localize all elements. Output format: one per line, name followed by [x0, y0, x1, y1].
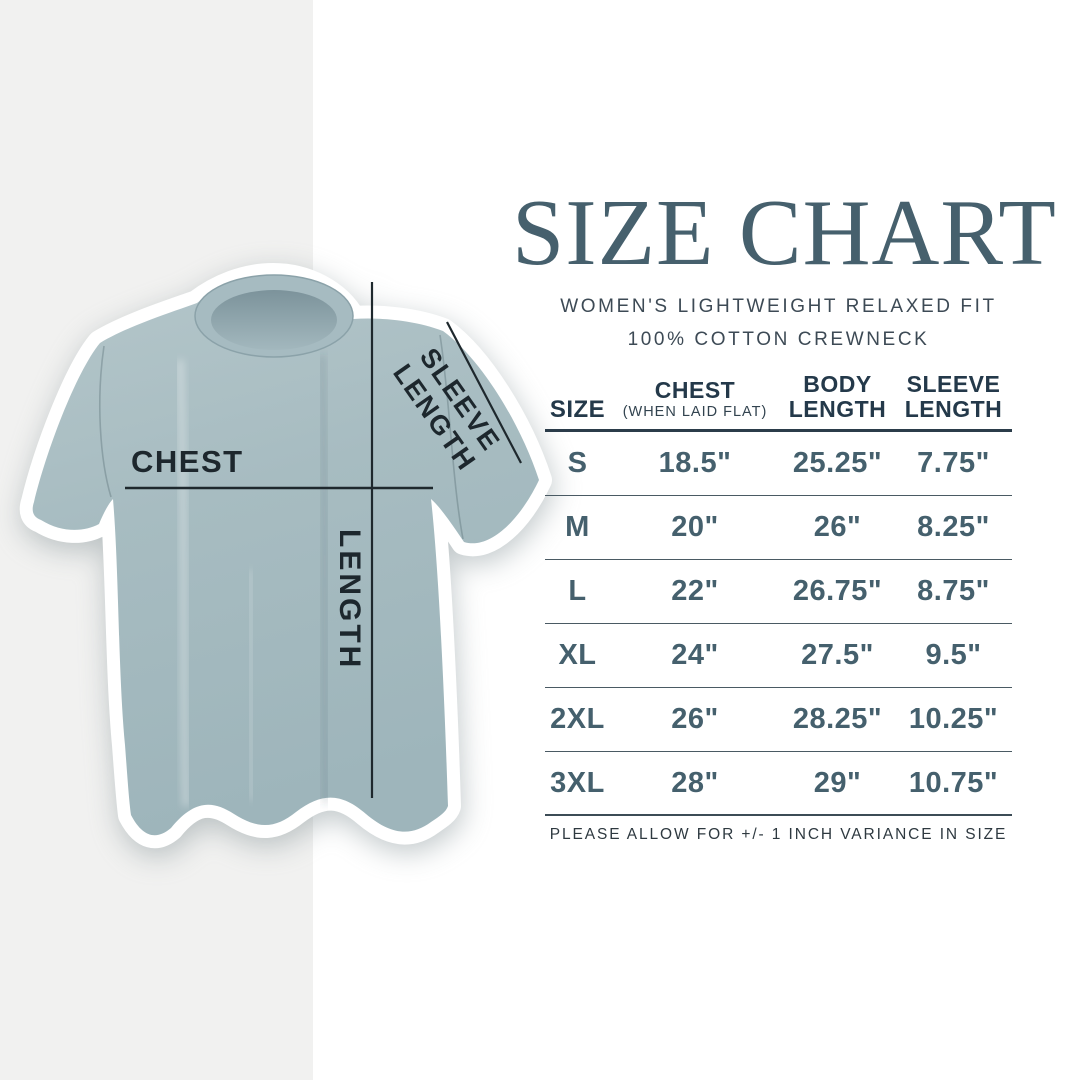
cell-size: M [565, 511, 590, 543]
cell-chest: 24" [671, 639, 719, 671]
table-row-3xl: 3XL 28" 29" 10.75" [545, 752, 1012, 816]
fabric-fold-highlight [176, 359, 190, 807]
cell-sleeve-length: 7.75" [917, 447, 990, 479]
cell-size: S [567, 447, 588, 479]
fabric-fold-highlight-2 [247, 569, 255, 801]
cell-body-length: 25.25" [792, 447, 883, 479]
variance-note: PLEASE ALLOW FOR +/- 1 INCH VARIANCE IN … [549, 826, 1008, 843]
cell-body-length: 28.25" [792, 703, 883, 735]
length-label: LENGTH [333, 529, 366, 671]
cell-size: L [568, 575, 587, 607]
cell-chest: 26" [671, 703, 719, 735]
cell-body-length: 26.75" [792, 575, 883, 607]
cell-chest: 22" [671, 575, 719, 607]
shirt-measurement-diagram [0, 240, 560, 870]
tshirt-photo-illustration [19, 263, 552, 849]
page-title: SIZE CHART [512, 181, 1057, 285]
size-chart-panel: SIZE CHART WOMEN'S LIGHTWEIGHT RELAXED F… [512, 0, 1057, 844]
shirt-fabric [32, 276, 540, 836]
table-row-xl: XL 24" 27.5" 9.5" [545, 624, 1012, 688]
cell-body-length: 27.5" [801, 639, 874, 671]
cell-sleeve-length: 10.75" [908, 766, 999, 799]
neck-opening [211, 290, 337, 350]
table-row-2xl: 2XL 26" 28.25" 10.25" [545, 688, 1012, 752]
subtitle-line2: 100% COTTON CREWNECK [627, 329, 930, 350]
cell-sleeve-length: 10.25" [908, 703, 999, 735]
chest-header-subnote: (WHEN LAID FLAT) [622, 404, 768, 420]
table-row-s: S 18.5" 25.25" 7.75" [545, 432, 1012, 496]
size-table: SIZE CHEST (WHEN LAID FLAT) BODY LENGTH … [545, 372, 1012, 816]
column-header-body-length: BODY LENGTH [788, 371, 887, 422]
size-table-header: SIZE CHEST (WHEN LAID FLAT) BODY LENGTH … [545, 372, 1012, 432]
left-armhole-seam [99, 345, 112, 498]
table-row-m: M 20" 26" 8.25" [545, 496, 1012, 560]
cell-chest: 18.5" [658, 447, 732, 479]
cell-body-length: 29" [813, 766, 862, 799]
table-row-l: L 22" 26.75" 8.75" [545, 560, 1012, 624]
subtitle-line1: WOMEN'S LIGHTWEIGHT RELAXED FIT [560, 296, 997, 317]
cell-chest: 28" [671, 766, 719, 799]
column-header-chest: CHEST (WHEN LAID FLAT) [610, 378, 780, 422]
cell-size: 2XL [550, 703, 605, 735]
sleeve-measure-line [446, 321, 522, 464]
cell-chest: 20" [671, 511, 719, 543]
cell-size: 3XL [550, 766, 605, 799]
column-header-sleeve-length: SLEEVE LENGTH [904, 371, 1003, 422]
column-header-size: SIZE [549, 396, 606, 423]
right-armhole-seam [439, 334, 464, 540]
cell-body-length: 26" [813, 511, 862, 543]
cell-sleeve-length: 9.5" [925, 639, 982, 671]
chest-label: CHEST [131, 444, 244, 479]
cell-size: XL [558, 639, 597, 671]
cell-sleeve-length: 8.25" [917, 511, 990, 543]
fabric-fold-shadow [317, 354, 331, 805]
cell-sleeve-length: 8.75" [917, 575, 990, 607]
